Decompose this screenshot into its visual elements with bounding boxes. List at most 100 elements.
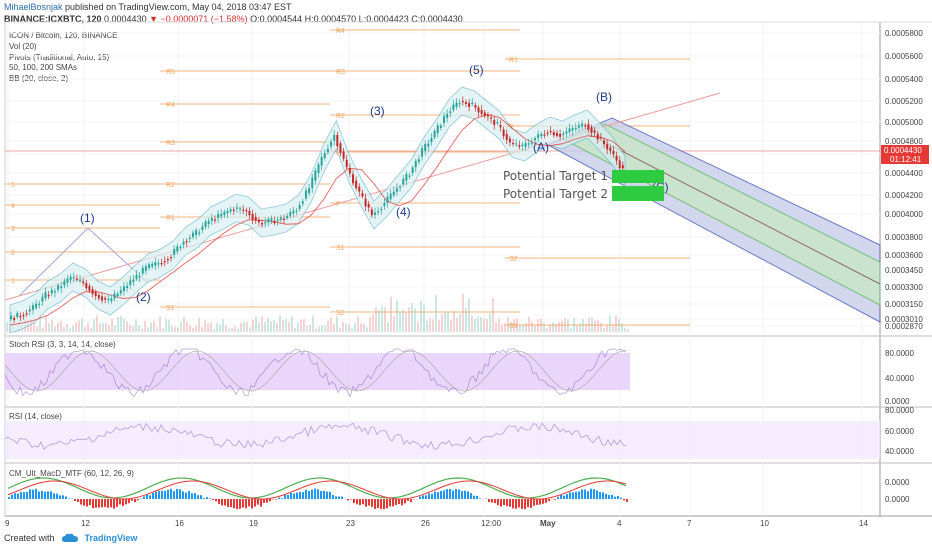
candle-body <box>562 133 565 135</box>
pivot-label: S2 <box>509 256 518 263</box>
volume-bar <box>570 327 572 332</box>
macd-hist-bar <box>530 499 532 508</box>
volume-bar <box>318 326 320 332</box>
candle-body <box>543 134 546 136</box>
candle-body <box>301 201 304 204</box>
pivot-label: R4 <box>166 102 175 109</box>
macd-hist-bar <box>263 499 265 503</box>
volume-bar <box>348 324 350 332</box>
macd-hist-bar <box>374 499 376 509</box>
candle-body <box>289 211 292 216</box>
volume-bar <box>480 317 482 332</box>
macd-hist-bar <box>452 490 454 499</box>
candle-body <box>57 285 60 290</box>
candle-body <box>195 230 198 235</box>
volume-bar <box>420 300 422 332</box>
price-tick-label: 0.0005400 <box>885 75 923 84</box>
candle-body <box>242 209 245 211</box>
volume-bar <box>252 319 254 332</box>
pivot-label: 4 <box>11 203 15 210</box>
volume-bar <box>138 325 140 332</box>
macd-hist-bar <box>623 499 625 501</box>
candle-body <box>546 132 549 134</box>
candle-body <box>402 178 405 185</box>
volume-bar <box>453 310 455 332</box>
volume-bar <box>189 325 191 332</box>
macd-hist-bar <box>308 490 310 499</box>
tradingview-brand[interactable]: TradingView <box>84 533 138 543</box>
macd-hist-bar <box>377 499 379 509</box>
author-link[interactable]: MihaelBosnjak <box>4 2 63 12</box>
macd-hist-bar <box>164 490 166 499</box>
volume-bar <box>132 325 134 332</box>
candle-body <box>364 198 367 207</box>
candle-body <box>82 281 85 284</box>
macd-hist-bar <box>131 499 133 501</box>
volume-bar <box>228 327 230 332</box>
legend-item[interactable]: Pivots (Traditional, Auto, 15) <box>9 52 110 62</box>
candle-body <box>50 289 53 294</box>
volume-bar <box>357 316 359 332</box>
macd-hist-bar <box>44 491 46 499</box>
macd-hist-bar <box>479 498 481 499</box>
volume-bar <box>552 322 554 332</box>
macd-hist-bar <box>563 495 565 499</box>
candle-body <box>135 275 138 279</box>
volume-bar <box>447 311 449 332</box>
pivot-label: S3 <box>509 323 518 330</box>
macd-hist-bar <box>332 495 334 499</box>
macd-hist-bar <box>296 492 298 499</box>
volume-bar <box>375 307 377 332</box>
wave-label: (B) <box>596 90 612 104</box>
candle-body <box>505 134 508 140</box>
legend-item[interactable]: 50, 100, 200 SMAs <box>9 63 78 73</box>
candle-body <box>609 147 612 152</box>
volume-bar <box>141 328 143 332</box>
macd-hist-bar <box>113 499 115 509</box>
candle-body <box>490 117 493 119</box>
volume-bar <box>195 325 197 332</box>
price-tick-label: 0.0004200 <box>885 191 923 200</box>
macd-hist-bar <box>419 496 421 499</box>
macd-hist-bar <box>428 493 430 499</box>
macd-hist-bar <box>548 499 550 502</box>
volume-bar <box>432 319 434 332</box>
legend-item[interactable]: ICON / Bitcoin, 120, BINANCE <box>9 31 118 40</box>
volume-bar <box>621 323 623 332</box>
macd-hist-bar <box>566 493 568 499</box>
volume-bar <box>111 318 113 332</box>
rsi-label[interactable]: RSI (14, close) <box>9 412 62 421</box>
volume-bar <box>363 323 365 332</box>
cloud-icon <box>61 533 78 542</box>
rsi-line <box>4 422 627 450</box>
pivot-label: R1 <box>509 57 518 64</box>
wave-label: (3) <box>370 104 385 118</box>
macd-hist-bar <box>398 499 400 504</box>
stoch-rsi-label[interactable]: Stoch RSI (3, 3, 14, 14, close) <box>9 340 116 349</box>
macd-hist-bar <box>185 492 187 499</box>
wave-label: (2) <box>136 290 151 304</box>
macd-label[interactable]: CM_Ult_MacD_MTF (60, 12, 26, 9) <box>9 469 134 478</box>
volume-bar <box>474 318 476 332</box>
candle-body <box>521 144 524 146</box>
volume-bar <box>585 323 587 332</box>
macd-hist-bar <box>524 499 526 510</box>
volume-bar <box>312 315 314 332</box>
volume-bar <box>234 326 236 332</box>
candle-body <box>540 133 543 137</box>
candle-body <box>163 261 166 263</box>
volume-bar <box>96 315 98 332</box>
legend-item[interactable]: Vol (20) <box>9 41 37 51</box>
date-tick-label: 9 <box>5 519 10 528</box>
candle-body <box>377 211 380 213</box>
date-tick-label: 16 <box>175 519 184 528</box>
pivot-label: S1 <box>166 305 175 312</box>
fork-median <box>584 131 881 285</box>
macd-hist-bar <box>533 499 535 506</box>
volume-bar <box>582 319 584 332</box>
candle-body <box>367 204 370 208</box>
volume-bar <box>462 293 464 332</box>
volume-bar <box>240 322 242 332</box>
candle-body <box>380 208 383 211</box>
